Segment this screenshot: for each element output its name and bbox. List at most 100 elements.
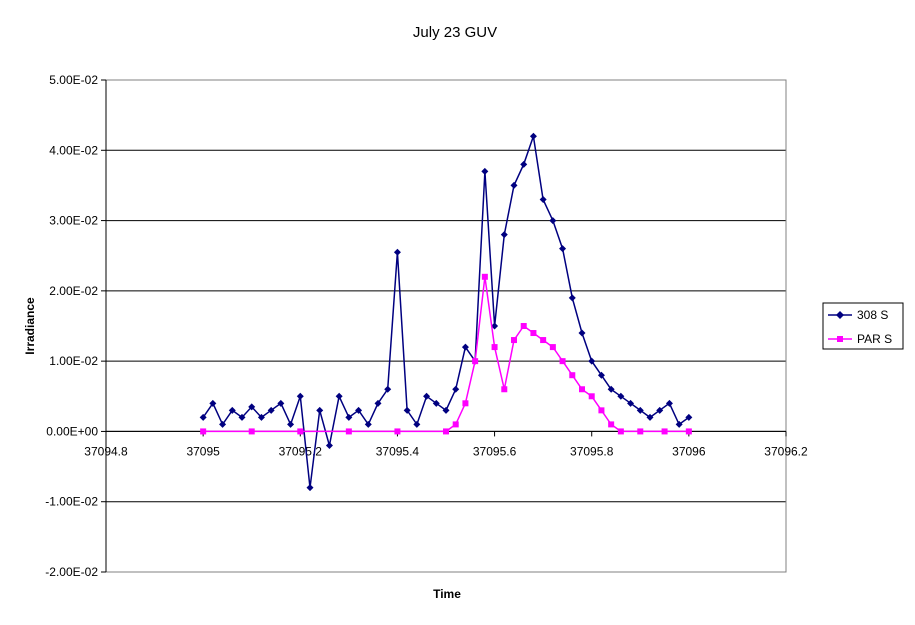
series-layer — [199, 132, 693, 492]
data-point-308-s — [335, 392, 343, 400]
data-point-par-s — [559, 358, 566, 365]
data-point-par-s — [394, 428, 401, 435]
y-tick-label: 3.00E-02 — [49, 214, 98, 228]
x-axis-ticks: 37094.8 37095 37095.2 37095.4 37095.6 37095.8… — [84, 431, 808, 458]
data-point-308-s — [316, 406, 324, 414]
data-point-par-s — [540, 337, 547, 344]
x-tick-label: 37095.4 — [376, 444, 420, 458]
data-point-308-s — [413, 420, 421, 428]
x-axis-title: Time — [433, 587, 461, 601]
data-point-308-s — [209, 399, 217, 407]
data-point-308-s — [636, 406, 644, 414]
y-tick-label: 5.00E-02 — [49, 73, 98, 87]
data-point-308-s — [452, 385, 460, 393]
data-point-308-s — [325, 441, 333, 449]
data-point-308-s — [384, 385, 392, 393]
data-point-308-s — [277, 399, 285, 407]
data-point-308-s — [306, 484, 314, 492]
data-point-308-s — [568, 294, 576, 302]
data-point-par-s — [569, 372, 576, 379]
data-point-308-s — [539, 195, 547, 203]
y-tick-label: 1.00E-02 — [49, 354, 98, 368]
data-point-308-s — [345, 413, 353, 421]
data-point-par-s — [443, 428, 449, 435]
data-point-308-s — [355, 406, 363, 414]
data-point-308-s — [685, 413, 693, 421]
data-point-308-s — [617, 392, 625, 400]
data-point-par-s — [491, 344, 498, 351]
data-point-308-s — [267, 406, 275, 414]
data-point-308-s — [228, 406, 236, 414]
data-point-par-s — [472, 358, 479, 365]
y-tick-label: 2.00E-02 — [49, 284, 98, 298]
data-point-308-s — [199, 413, 207, 421]
x-tick-label: 37095.2 — [279, 444, 323, 458]
legend-box — [822, 302, 904, 350]
data-point-par-s — [617, 428, 624, 435]
x-tick-label: 37095.6 — [473, 444, 517, 458]
data-point-308-s — [578, 329, 586, 337]
y-axis-ticks: -2.00E-02 -1.00E-02 0.00E+00 1.00E-02 2.00E-… — [45, 73, 106, 579]
data-point-par-s — [501, 386, 508, 393]
data-point-308-s — [248, 403, 256, 411]
series-308-s — [199, 132, 693, 492]
data-point-par-s — [685, 428, 692, 435]
data-point-par-s — [345, 428, 352, 435]
data-point-308-s — [559, 245, 567, 253]
x-tick-label: 37095 — [186, 444, 220, 458]
y-tick-label: 0.00E+00 — [46, 424, 98, 438]
legend-marker-308-s — [836, 311, 844, 319]
data-point-308-s — [500, 231, 508, 239]
y-tick-label: -1.00E-02 — [45, 495, 98, 509]
data-point-308-s — [296, 392, 304, 400]
data-point-308-s — [364, 420, 372, 428]
data-point-308-s — [529, 132, 537, 140]
chart-title: July 23 GUV — [413, 24, 497, 41]
data-point-308-s — [238, 413, 246, 421]
data-point-308-s — [481, 167, 489, 175]
data-point-par-s — [297, 428, 304, 435]
data-point-par-s — [511, 337, 517, 344]
data-point-308-s — [403, 406, 411, 414]
data-point-308-s — [510, 181, 518, 189]
data-point-308-s — [219, 420, 227, 428]
legend-label-308-s: 308 S — [857, 308, 888, 322]
legend-marker-par-s — [837, 336, 843, 342]
data-point-308-s — [665, 399, 673, 407]
y-axis-title: Irradiance — [23, 297, 37, 355]
data-point-par-s — [588, 393, 595, 400]
data-point-par-s — [481, 273, 488, 280]
data-point-308-s — [627, 399, 635, 407]
data-point-par-s — [598, 407, 605, 414]
data-point-par-s — [579, 386, 585, 393]
data-point-308-s — [374, 399, 382, 407]
data-point-308-s — [423, 392, 431, 400]
data-point-308-s — [393, 248, 401, 256]
data-point-308-s — [597, 371, 605, 379]
x-tick-label: 37095.8 — [570, 444, 614, 458]
data-point-par-s — [608, 421, 615, 428]
data-point-308-s — [549, 217, 557, 225]
data-point-par-s — [200, 428, 207, 435]
data-point-par-s — [530, 330, 537, 337]
data-point-308-s — [646, 413, 654, 421]
data-point-par-s — [452, 421, 459, 428]
x-tick-label: 37096.2 — [764, 444, 808, 458]
x-tick-label: 37096 — [672, 444, 706, 458]
data-point-308-s — [287, 420, 295, 428]
data-point-par-s — [462, 400, 469, 407]
data-point-par-s — [637, 428, 644, 435]
data-point-308-s — [491, 322, 499, 330]
data-point-308-s — [607, 385, 615, 393]
data-point-308-s — [461, 343, 469, 351]
y-tick-label: -2.00E-02 — [45, 565, 98, 579]
data-point-308-s — [442, 406, 450, 414]
data-point-par-s — [520, 323, 527, 329]
data-point-par-s — [248, 428, 255, 435]
data-point-308-s — [656, 406, 664, 414]
series-par-s — [200, 273, 692, 435]
legend: 308 S PAR S — [822, 302, 904, 350]
data-point-308-s — [520, 160, 528, 168]
